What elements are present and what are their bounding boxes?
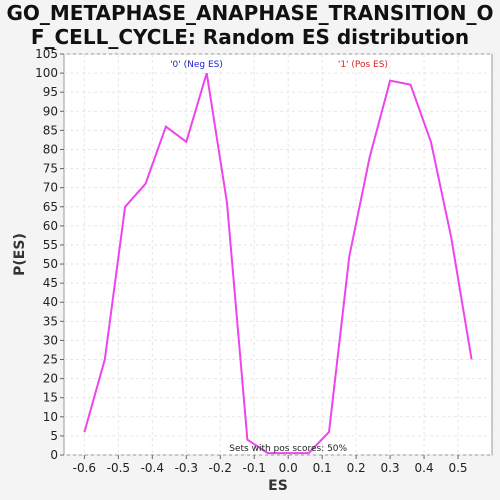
y-tick-label: 65: [43, 200, 58, 214]
axes: 0 5 10 15 20 25 30 35 40 45 50 55 60 65 70 75 80 85 90 95 10…: [35, 47, 467, 475]
y-tick-label: 60: [43, 219, 58, 233]
y-tick-label: 5: [50, 429, 58, 443]
y-tick-label: 55: [43, 238, 58, 252]
x-tick-label: 0.5: [448, 461, 467, 475]
annotation-pos-scores: Sets with pos scores: 50%: [229, 444, 347, 454]
x-tick-label: -0.2: [209, 461, 232, 475]
y-axis-label: P(ES): [12, 233, 28, 276]
y-tick-label: 20: [43, 372, 58, 386]
chart-title: GO_METAPHASE_ANAPHASE_TRANSITION_O F_CEL…: [0, 1, 500, 49]
grid-lines: [64, 53, 492, 456]
y-tick-label: 75: [43, 162, 58, 176]
y-tick-label: 30: [43, 333, 58, 347]
plot-area: [63, 53, 493, 456]
x-tick-label: 0.1: [313, 461, 332, 475]
y-tick-label: 35: [43, 314, 58, 328]
x-tick-label: -0.1: [243, 461, 266, 475]
x-tick-label: 0.3: [381, 461, 400, 475]
y-tick-label: 50: [43, 257, 58, 271]
y-tick-label: 70: [43, 181, 58, 195]
annotation-neg-es: '0' (Neg ES): [170, 60, 223, 70]
y-tick-label: 100: [35, 66, 58, 80]
x-tick-label: -0.5: [107, 461, 130, 475]
y-tick-label: 90: [43, 104, 58, 118]
x-tick-label: 0.0: [279, 461, 298, 475]
x-tick-label: -0.3: [175, 461, 198, 475]
y-tick-label: 25: [43, 353, 58, 367]
x-tick-label: 0.2: [347, 461, 366, 475]
annotation-pos-es: '1' (Pos ES): [338, 60, 388, 70]
y-tick-label: 95: [43, 85, 58, 99]
title-line-2: F_CELL_CYCLE: Random ES distribution: [30, 25, 470, 49]
y-tick-label: 10: [43, 410, 58, 424]
x-tick-label: -0.6: [73, 461, 96, 475]
x-tick-label: 0.4: [415, 461, 434, 475]
y-tick-label: 80: [43, 142, 58, 156]
series-line: [83, 72, 473, 455]
y-tick-label: 85: [43, 123, 58, 137]
title-line-1: GO_METAPHASE_ANAPHASE_TRANSITION_O: [6, 1, 494, 25]
y-tick-label: 0: [50, 448, 58, 462]
x-axis-label: ES: [268, 478, 288, 494]
x-tick-label: -0.4: [141, 461, 164, 475]
y-tick-label: 105: [35, 47, 58, 61]
y-tick-label: 45: [43, 276, 58, 290]
y-tick-label: 40: [43, 295, 58, 309]
y-tick-label: 15: [43, 391, 58, 405]
